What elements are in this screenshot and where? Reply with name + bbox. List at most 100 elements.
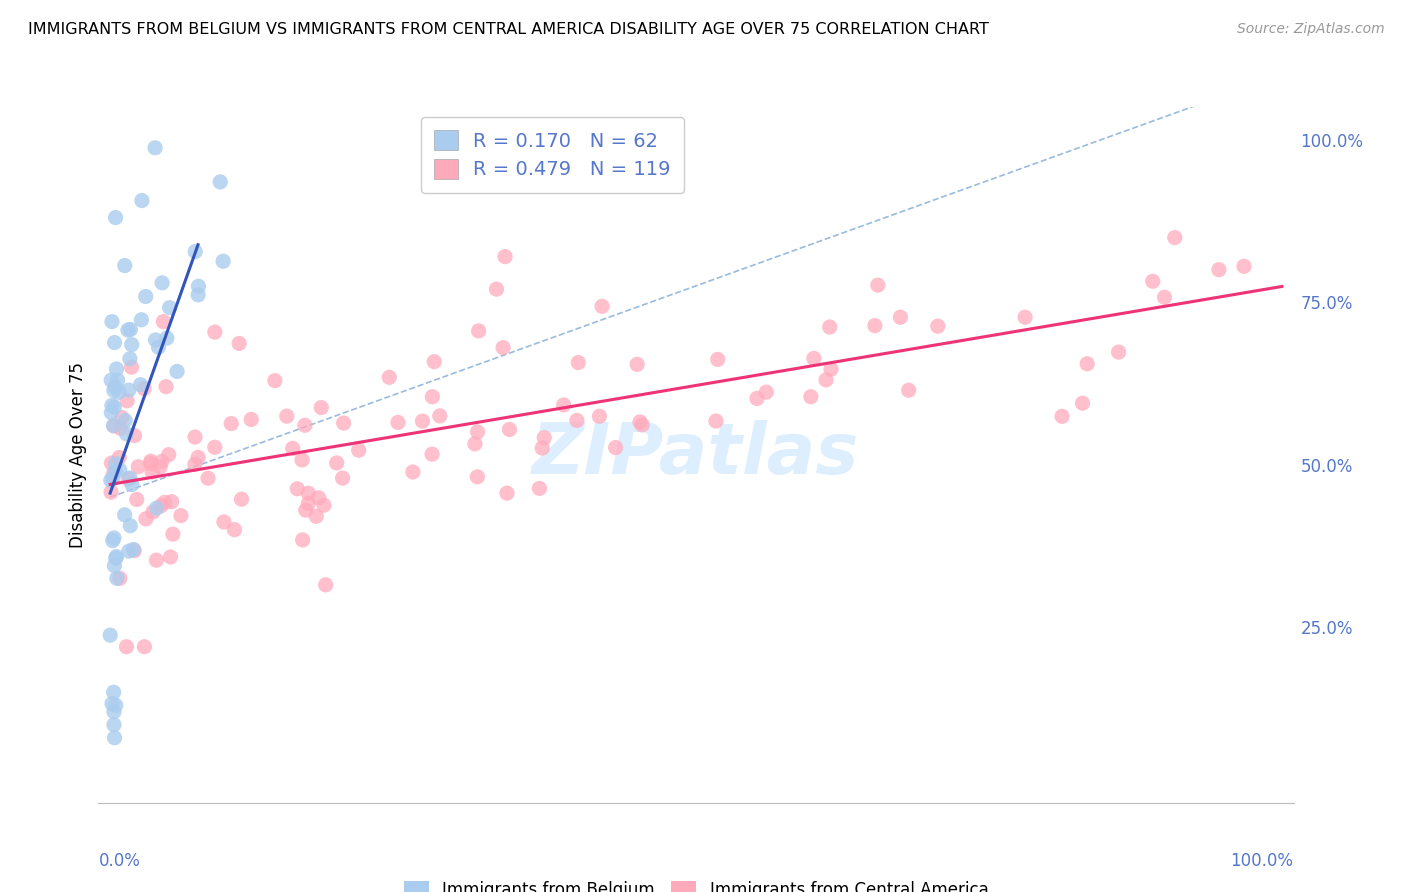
Point [162,527,184,541]
Point [145,333,167,347]
Point [104,457,127,471]
Point [132,382,155,396]
Point [803,351,825,366]
Point [103,418,125,433]
Point [565,413,588,427]
Point [129,377,152,392]
Point [115,640,138,654]
Point [755,385,778,400]
Point [121,360,143,375]
Point [533,431,555,445]
Point [103,718,125,732]
Point [467,425,489,439]
Point [420,390,443,404]
Point [800,390,823,404]
Point [420,447,443,461]
Point [159,301,181,315]
Point [131,312,153,326]
Y-axis label: Disability Age Over 75: Disability Age Over 75 [69,362,87,548]
Point [387,416,409,430]
Point [149,459,172,474]
Point [1050,409,1073,424]
Point [467,470,489,484]
Point [231,492,253,507]
Point [101,398,124,412]
Point [498,422,520,436]
Point [101,697,124,711]
Point [149,499,172,513]
Point [219,417,242,431]
Point [121,477,143,491]
Point [118,351,141,366]
Point [1208,262,1230,277]
Point [150,276,173,290]
Point [591,299,613,313]
Point [120,518,142,533]
Point [297,486,319,500]
Point [111,410,134,425]
Point [105,549,128,564]
Point [889,310,911,325]
Point [103,400,125,414]
Point [110,421,132,435]
Point [492,341,515,355]
Point [166,364,188,378]
Point [605,441,627,455]
Point [863,318,886,333]
Point [1142,274,1164,288]
Point [104,464,127,478]
Point [160,494,183,508]
Point [105,571,128,585]
Point [127,459,149,474]
Legend: R = 0.170   N = 62, R = 0.479   N = 119: R = 0.170 N = 62, R = 0.479 N = 119 [420,117,685,193]
Point [1153,290,1175,304]
Point [212,254,235,268]
Point [100,406,122,420]
Point [228,336,250,351]
Point [332,416,354,430]
Point [628,415,651,429]
Point [114,259,136,273]
Point [1071,396,1094,410]
Point [115,426,138,441]
Point [122,543,145,558]
Point [184,458,207,472]
Point [108,463,131,477]
Point [332,471,354,485]
Point [184,430,207,444]
Point [706,352,728,367]
Point [101,472,124,486]
Point [135,289,157,303]
Point [100,456,122,470]
Point [187,450,209,465]
Point [866,278,889,293]
Point [142,505,165,519]
Point [745,392,768,406]
Point [315,578,337,592]
Point [815,373,838,387]
Point [117,472,139,486]
Point [134,640,156,654]
Point [212,515,235,529]
Text: ZIPatlas: ZIPatlas [533,420,859,490]
Point [204,325,226,339]
Point [209,175,232,189]
Point [704,414,727,428]
Point [98,628,121,642]
Point [103,531,125,545]
Point [153,495,176,509]
Point [312,498,335,512]
Point [294,418,316,433]
Point [818,320,841,334]
Point [103,685,125,699]
Point [155,379,177,393]
Point [103,705,125,719]
Point [224,523,246,537]
Point [150,454,173,468]
Point [170,508,193,523]
Point [124,428,146,442]
Point [187,279,209,293]
Point [294,503,316,517]
Point [117,323,139,337]
Point [108,450,131,465]
